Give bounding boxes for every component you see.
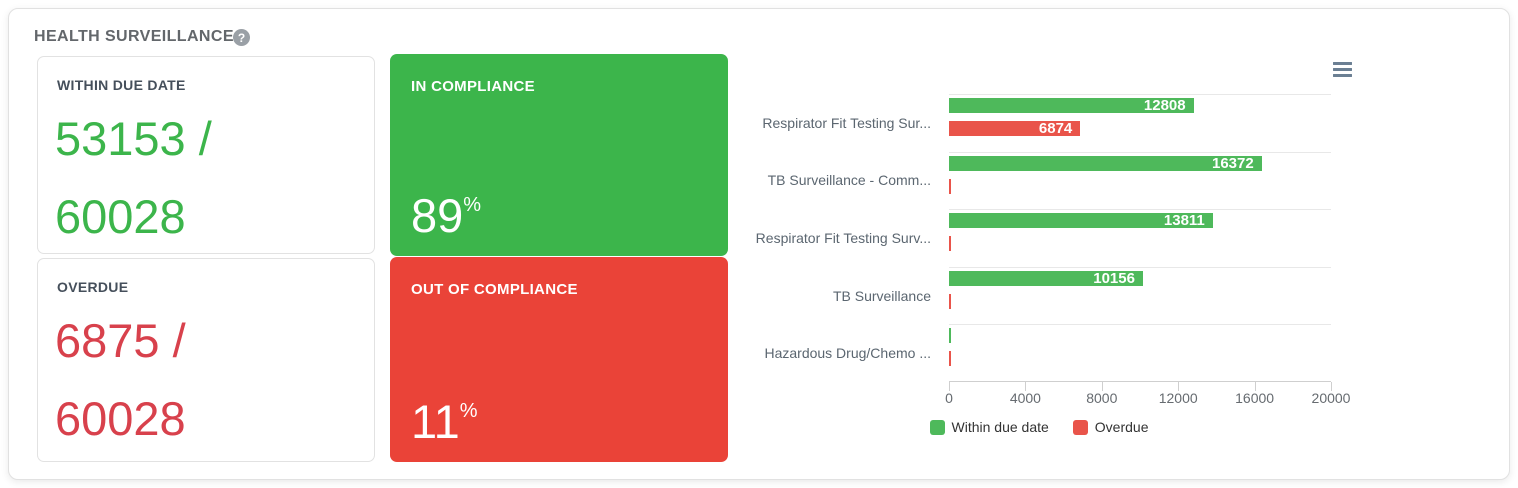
bar-within-due-date-respirator-fit-testing-surv[interactable]: 13811 [949,212,1213,230]
bar-overdue-tb-surveillance-comm[interactable] [949,178,951,194]
in-compliance-number: 89 [411,189,464,242]
within-due-date-card: WITHIN DUE DATE 53153 / 60028 [37,56,375,254]
x-axis-label-4000: 4000 [1009,390,1041,406]
gridline [949,94,1331,95]
x-axis-tick [1254,382,1256,391]
in-compliance-label: IN COMPLIANCE [411,78,535,95]
chart-context-menu-icon[interactable] [1333,62,1352,77]
x-axis-tick [1025,382,1027,391]
overdue-denominator: 60028 [55,392,186,445]
within-due-date-numerator: 53153 / [55,112,212,165]
within-due-date-label: WITHIN DUE DATE [57,77,186,93]
x-axis-label-0: 0 [945,390,953,406]
x-axis-label-16000: 16000 [1235,390,1275,406]
x-axis-tick [1178,382,1180,391]
legend-swatch-overdue [1072,419,1088,435]
x-axis-label-12000: 12000 [1158,390,1198,406]
gridline [949,151,1331,153]
health-surveillance-panel: HEALTH SURVEILLANCE ? WITHIN DUE DATE 53… [8,8,1510,480]
bar-within-due-date-tb-surveillance[interactable]: 10156 [949,269,1143,287]
bar-overdue-hazardous-drug-chemo[interactable] [949,351,951,367]
overdue-label: OVERDUE [57,279,129,295]
out-of-compliance-number: 11 [411,395,460,448]
out-of-compliance-value: 11% [411,394,478,449]
panel-title: HEALTH SURVEILLANCE [34,28,234,45]
help-icon[interactable]: ? [233,29,250,46]
x-axis-label-8000: 8000 [1086,390,1118,406]
bar-value-label: 10156 [1093,269,1135,287]
bar-value-label: 13811 [1163,212,1205,230]
out-of-compliance-percent-sign: % [459,400,478,423]
bar-overdue-tb-surveillance[interactable] [949,293,951,309]
compliance-bar-chart: Respirator Fit Testing Sur... TB Surveill… [724,49,1354,459]
within-due-date-denominator: 60028 [55,190,186,243]
bar-overdue-respirator-fit-testing-sur[interactable]: 6874 [949,120,1081,137]
category-labels: Respirator Fit Testing Sur... TB Surveill… [724,94,931,382]
in-compliance-card: IN COMPLIANCE 89% [390,54,728,256]
gridline [949,324,1331,326]
category-label-respirator-fit-testing-surv: Respirator Fit Testing Surv... [755,230,931,246]
overdue-value: 6875 / 60028 [55,302,186,458]
legend-item-within-due-date[interactable]: Within due date [929,419,1049,435]
overdue-card: OVERDUE 6875 / 60028 [37,258,375,462]
out-of-compliance-card: OUT OF COMPLIANCE 11% [390,257,728,462]
gridline [949,266,1331,268]
within-due-date-value: 53153 / 60028 [55,100,212,256]
legend-label-overdue: Overdue [1094,419,1149,435]
gridline [949,209,1331,211]
x-axis-label-20000: 20000 [1311,390,1351,406]
plot-area: 12808 6874 16372 13811 10156 0 4000 8000 12000 16… [945,94,1350,406]
out-of-compliance-label: OUT OF COMPLIANCE [411,281,578,298]
legend-label-within-due-date: Within due date [951,419,1049,435]
bar-within-due-date-tb-surveillance-comm[interactable]: 16372 [949,154,1262,172]
in-compliance-percent-sign: % [463,194,482,217]
bar-within-due-date-respirator-fit-testing-sur[interactable]: 12808 [949,98,1194,113]
x-axis-tick [949,382,950,391]
bar-within-due-date-hazardous-drug-chemo[interactable] [949,328,951,344]
x-axis-tick [1101,382,1103,391]
category-label-tb-surveillance-comm: TB Surveillance - Comm... [767,172,931,189]
category-label-hazardous-drug-chemo: Hazardous Drug/Chemo ... [764,345,931,362]
category-label-respirator-fit-testing-sur: Respirator Fit Testing Sur... [762,114,931,131]
legend-swatch-within-due-date [929,419,945,435]
in-compliance-value: 89% [411,188,481,243]
bar-value-label: 6874 [1038,120,1073,137]
legend-item-overdue[interactable]: Overdue [1072,419,1149,435]
category-label-tb-surveillance: TB Surveillance [832,287,931,304]
bar-value-label: 16372 [1211,154,1254,172]
x-axis-tick [1331,382,1332,391]
bar-overdue-respirator-fit-testing-surv[interactable] [949,236,951,252]
chart-legend: Within due date Overdue [724,419,1354,435]
overdue-numerator: 6875 / [55,314,186,367]
bar-value-label: 12808 [1143,97,1186,114]
